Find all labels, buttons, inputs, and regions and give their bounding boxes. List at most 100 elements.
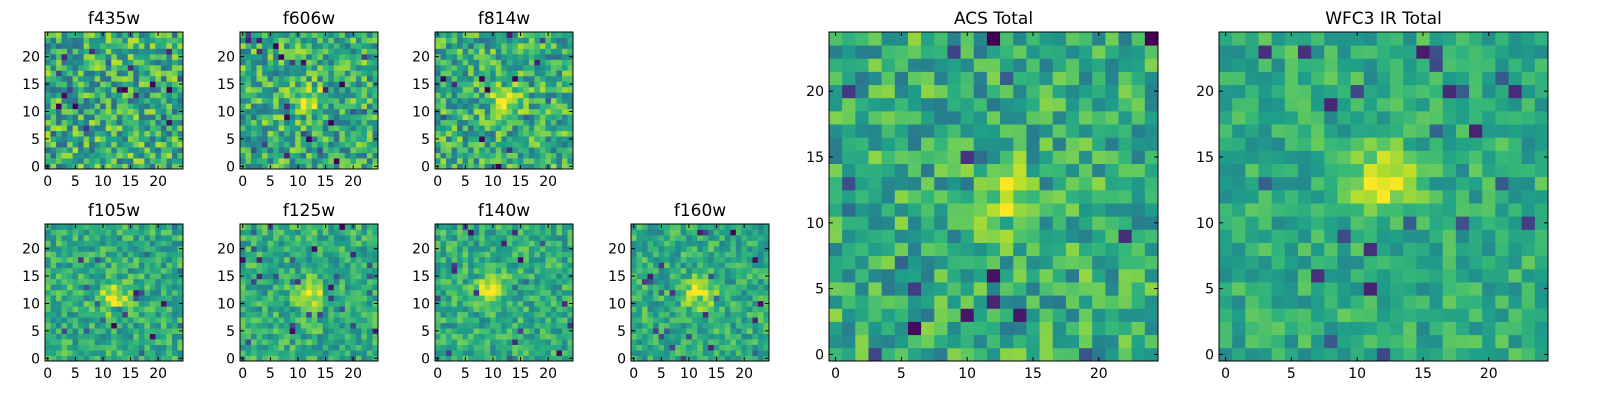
heatmap-cell [669,300,676,307]
heatmap-cell [333,92,340,99]
heatmap-cell [122,32,129,38]
heatmap-cell [372,32,379,38]
heatmap-cell [534,147,541,153]
heatmap-cell [561,251,568,258]
heatmap-cell [262,130,268,137]
heatmap-cell [462,125,469,132]
heatmap-cell [973,282,988,296]
heatmap-cell [100,42,107,49]
heatmap-cell [741,278,748,285]
heatmap-cell [468,103,475,110]
heatmap-cell [278,317,285,324]
heatmap-cell [534,64,541,71]
heatmap-cell [355,289,362,296]
heatmap-cell [686,273,693,280]
heatmap-cell [105,333,112,340]
heatmap-cell [947,347,961,362]
heatmap-cell [495,339,502,345]
heatmap-cell [61,136,68,142]
heatmap-cell [534,125,541,132]
heatmap-cell [567,289,574,296]
heatmap-cell [94,70,101,77]
heatmap-cell [350,37,357,44]
heatmap-cell [1013,189,1027,204]
heatmap-cell [724,289,731,296]
heatmap-cell [506,284,513,291]
heatmap-cell [171,355,178,362]
heatmap-cell [642,322,648,329]
heatmap-cell [501,333,508,340]
heatmap-cell [479,119,486,126]
heatmap-cell [664,306,671,313]
heatmap-cell [295,278,302,285]
heatmap-cell [138,328,145,334]
heatmap-cell [506,311,513,318]
heatmap-cell [446,119,452,126]
heatmap-cell [116,97,123,104]
heatmap-cell [300,289,307,296]
heatmap-cell [256,158,263,164]
heatmap-cell [528,284,535,291]
heatmap-cell [245,152,252,159]
heatmap-cell [78,147,85,153]
heatmap-cell [545,86,552,93]
heatmap-cell [842,176,856,191]
heatmap-cell [245,163,252,170]
heatmap-cell [138,339,145,345]
heatmap-cell [473,273,480,280]
heatmap-cell [144,344,151,351]
heatmap-cell [669,240,676,247]
heatmap-cell [105,273,112,280]
heatmap-cell [713,317,720,324]
heatmap-cell [300,92,307,99]
heatmap-cell [545,289,552,296]
heatmap-cell [350,53,357,60]
heatmap-cell [127,240,134,247]
heatmap-cell [267,86,274,93]
heatmap-cell [67,81,73,88]
heatmap-cell [273,59,280,66]
heatmap-cell [127,114,134,121]
heatmap-cell [267,136,274,142]
heatmap-cell [435,119,441,126]
heatmap-cell [741,284,748,291]
heatmap-cell [719,333,726,340]
heatmap-cell [451,333,458,340]
heatmap-cell [256,152,263,159]
heatmap-cell [284,229,291,236]
heatmap-cell [166,234,173,241]
heatmap-cell [61,300,68,307]
heatmap-cell [653,300,659,307]
heatmap-cell [133,339,140,345]
heatmap-cell [691,278,698,285]
heatmap-cell [289,158,296,164]
heatmap-cell [177,317,184,324]
heatmap-cell [344,32,351,38]
heatmap-cell [251,59,257,66]
heatmap-cell [317,125,324,132]
heatmap-cell [317,311,324,318]
heatmap-cell [473,64,480,71]
heatmap-cell [160,64,167,71]
heatmap-cell [561,234,568,241]
heatmap-cell [166,141,173,148]
heatmap-cell [686,333,693,340]
heatmap-cell [741,295,748,302]
heatmap-cell [523,267,530,274]
heatmap-cell [105,295,112,302]
heatmap-cell [155,125,162,132]
heatmap-cell [311,339,318,345]
heatmap-cell [149,328,156,334]
heatmap-cell [127,130,134,137]
heatmap-cell [752,295,759,302]
heatmap-cell [881,308,896,322]
heatmap-cell [1000,150,1014,164]
y-tick-label: 10 [217,104,235,120]
heatmap-cell [278,284,285,291]
heatmap-cell [94,92,101,99]
heatmap-cell [934,321,948,336]
heatmap-cell [556,278,563,285]
heatmap-cell [251,344,257,351]
heatmap-cell [517,158,524,164]
heatmap-cell [289,119,296,126]
